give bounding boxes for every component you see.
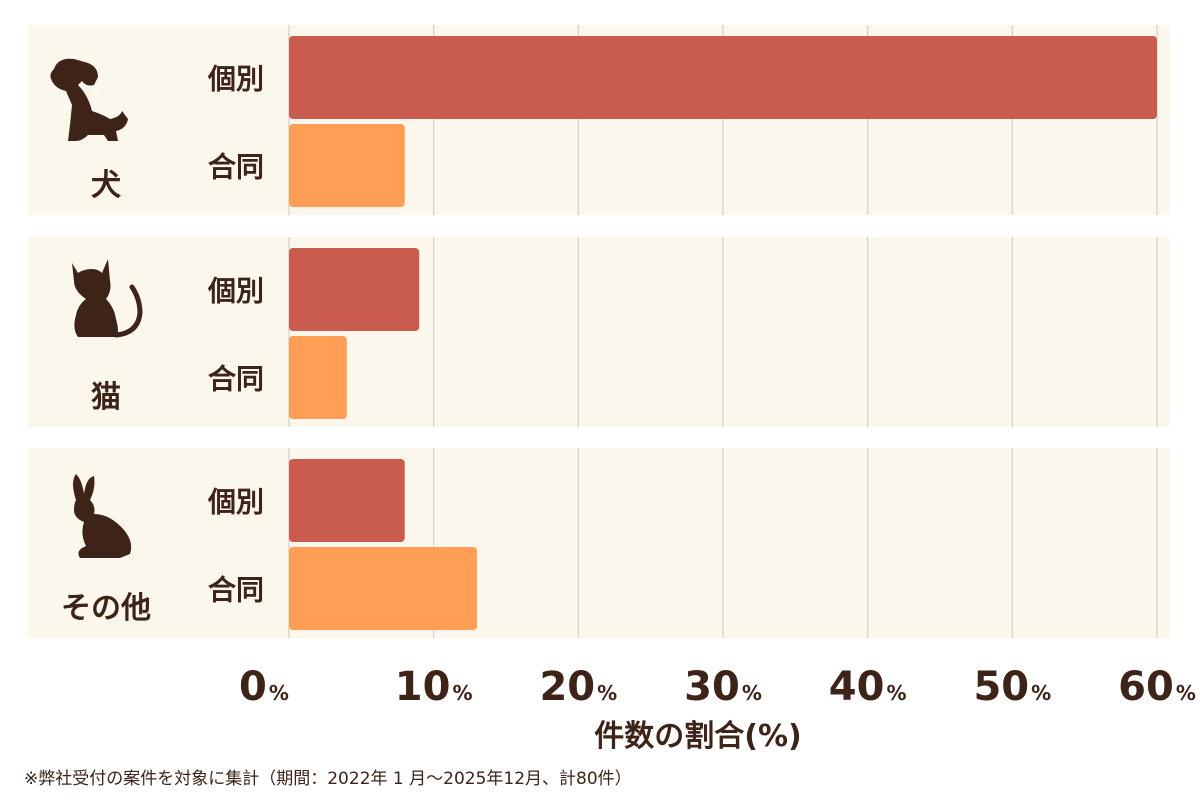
x-tick-label: 20% [539,664,617,710]
footnote: ※弊社受付の案件を対象に集計（期間：2022年 1 月～2025年12月、計80… [24,769,632,789]
x-tick-label: 30% [684,664,762,710]
dog-body [50,58,128,141]
bars [289,36,1157,630]
bar-joint [289,547,478,630]
bar-label: 合同 [208,363,264,396]
dog-icon [50,58,128,141]
bar-individual [289,36,1157,119]
bar-label: 個別 [207,486,264,519]
x-tick-label: 50% [973,664,1051,710]
category-label: 猫 [91,380,121,415]
category-icons [50,58,143,558]
x-tick-label: 10% [395,664,473,710]
x-axis-ticks: 0% 10% 20% 30% 40% 50% 60% [239,664,1196,710]
group-band [28,448,1170,638]
dog-collar [88,83,102,99]
bar-label: 合同 [208,574,264,607]
rabbit-body [73,474,132,558]
cat-body [72,259,118,337]
category-label: その他 [61,591,151,626]
cat-icon [72,259,143,338]
x-axis-title: 件数の割合(%) [594,719,801,754]
x-tick-label: 60% [1118,664,1196,710]
category-label: 犬 [91,168,121,203]
bar-joint [289,336,347,419]
x-tick-label: 0% [239,664,289,710]
bar-individual [289,459,405,542]
rabbit-icon [73,474,132,558]
bar-individual [289,248,420,331]
bar-joint [289,124,405,207]
bar-label: 個別 [207,275,264,308]
cat-tail [113,284,143,338]
bar-label: 個別 [207,63,264,96]
bar-label: 合同 [208,151,264,184]
group-band [28,237,1170,427]
x-tick-label: 40% [829,664,907,710]
